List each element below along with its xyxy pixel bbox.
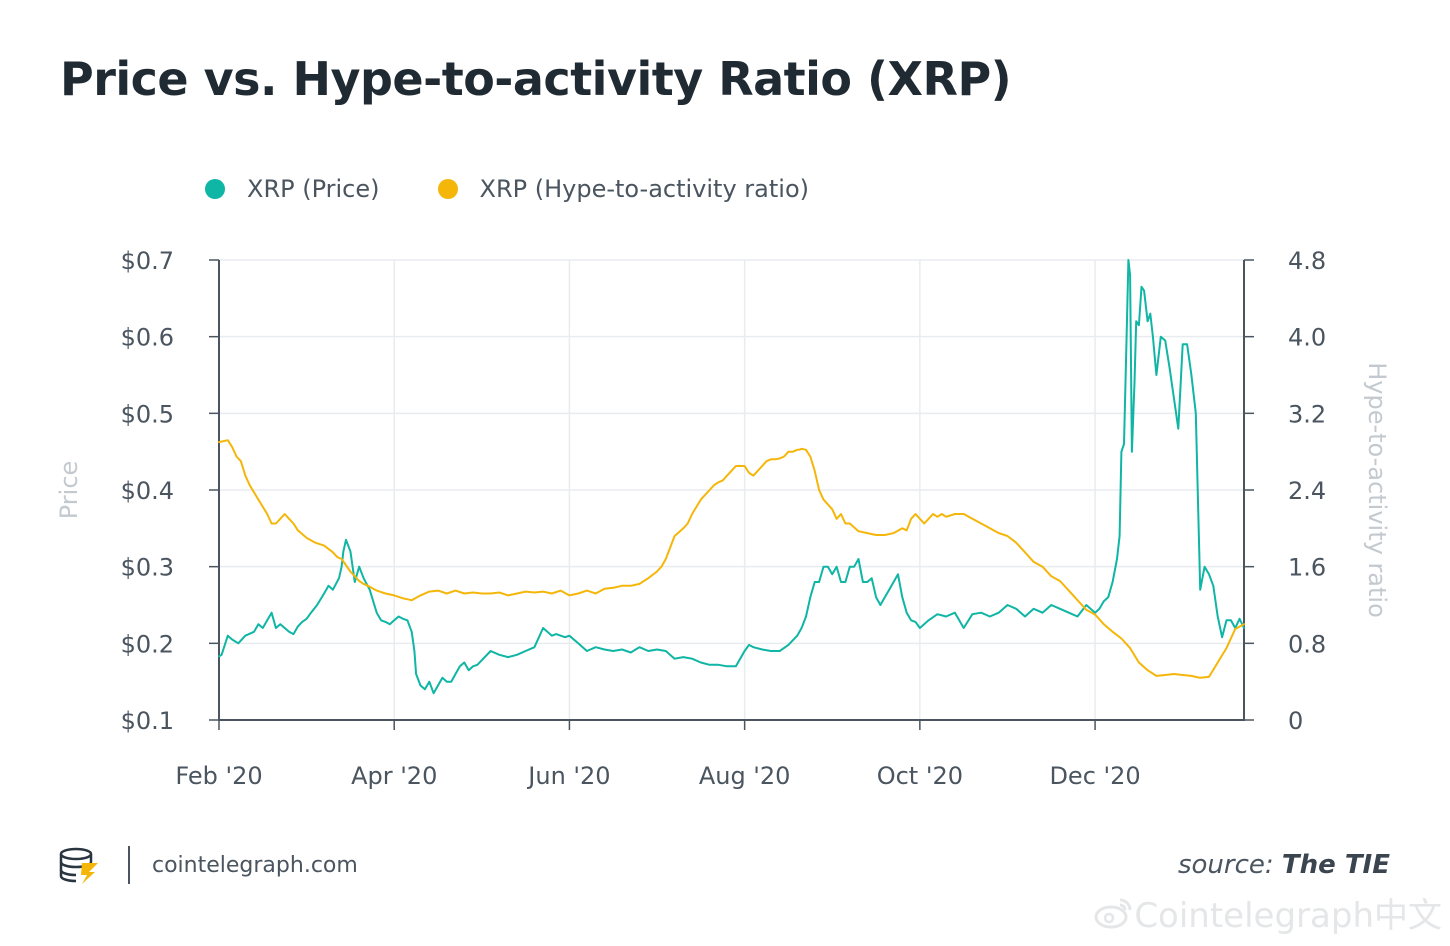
- watermark: Cointelegraph中文: [1094, 888, 1442, 937]
- y-left-axis-title: Price: [55, 461, 83, 520]
- y-right-tick-label: 0: [1288, 707, 1303, 735]
- y-left-tick-label: $0.6: [121, 324, 174, 352]
- y-right-axis-title: Hype-to-activity ratio: [1363, 362, 1391, 618]
- legend-dot-price: [205, 179, 225, 199]
- y-right-tick-label: 4.8: [1288, 247, 1326, 275]
- x-tick-label: Jun '20: [526, 762, 610, 790]
- x-tick-label: Dec '20: [1049, 762, 1140, 790]
- cointelegraph-logo-icon: [59, 847, 98, 884]
- footer-brand: cointelegraph.com: [58, 845, 358, 885]
- legend-dot-hype: [437, 179, 458, 199]
- x-tick-label: Aug '20: [699, 762, 791, 790]
- y-left-tick-label: $0.1: [121, 707, 174, 735]
- y-left-tick-label: $0.3: [121, 554, 174, 582]
- x-tick-label: Feb '20: [175, 762, 262, 790]
- x-tick-label: Apr '20: [351, 762, 437, 790]
- legend-label-price: XRP (Price): [247, 175, 380, 203]
- footer-separator: [128, 846, 130, 884]
- y-left-tick-label: $0.2: [121, 630, 174, 658]
- chart-title: Price vs. Hype-to-activity Ratio (XRP): [60, 52, 1012, 106]
- series-line-hype: [218, 439, 1245, 679]
- source-credit: source: The TIE: [1178, 850, 1390, 880]
- legend-item-hype[interactable]: XRP (Hype-to-activity ratio): [437, 175, 809, 203]
- y-right-tick-label: 1.6: [1288, 554, 1326, 582]
- source-prefix: source:: [1177, 850, 1282, 880]
- y-left-tick-label: $0.7: [121, 247, 174, 275]
- legend-item-price[interactable]: XRP (Price): [205, 175, 380, 203]
- y-right-tick-label: 0.8: [1288, 630, 1326, 658]
- footer-site-link[interactable]: cointelegraph.com: [152, 852, 358, 878]
- series-line-price: [218, 259, 1245, 695]
- watermark-text: Cointelegraph中文: [1134, 896, 1442, 936]
- y-right-tick-label: 2.4: [1288, 477, 1326, 505]
- x-tick-label: Oct '20: [877, 762, 963, 790]
- y-left-tick-label: $0.4: [121, 477, 174, 505]
- legend-label-hype: XRP (Hype-to-activity ratio): [479, 175, 809, 203]
- legend: XRP (Price) XRP (Hype-to-activity ratio): [205, 175, 867, 203]
- source-name: The TIE: [1281, 850, 1390, 880]
- y-left-tick-label: $0.5: [121, 400, 174, 428]
- y-right-tick-label: 4.0: [1288, 324, 1326, 352]
- y-right-tick-label: 3.2: [1288, 400, 1326, 428]
- weibo-icon: [1094, 898, 1132, 928]
